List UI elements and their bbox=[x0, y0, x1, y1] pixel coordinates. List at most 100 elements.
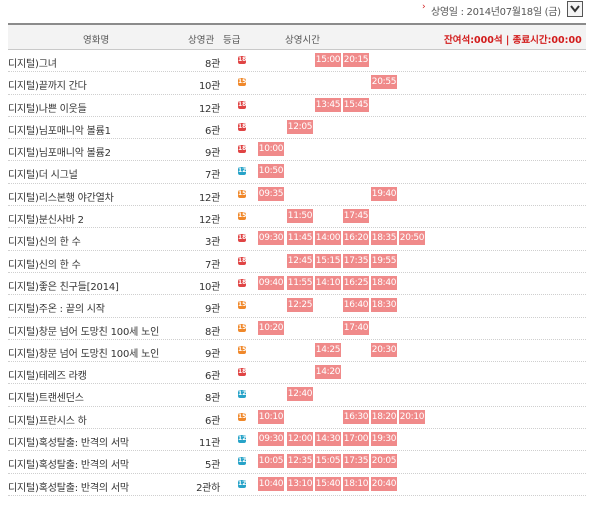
showtime-button[interactable]: 18:35 bbox=[371, 231, 397, 246]
screen-number: 5관 bbox=[205, 460, 220, 472]
rating-badge-icon: 15 bbox=[238, 323, 247, 332]
movie-title[interactable]: 디지털)창문 넘어 도망친 100세 노인 bbox=[8, 348, 160, 360]
movie-title[interactable]: 디지털)님포매니악 볼륨2 bbox=[8, 148, 111, 160]
showtime-button[interactable]: 16:20 bbox=[343, 231, 369, 246]
header-title: 영화명 bbox=[83, 35, 110, 46]
showtime-button[interactable]: 09:30 bbox=[258, 231, 284, 246]
showtime-button[interactable]: 13:45 bbox=[315, 97, 341, 112]
rating-badge-icon: 15 bbox=[238, 212, 247, 221]
showtime-button[interactable]: 12:35 bbox=[287, 454, 313, 469]
movie-title[interactable]: 디지털)나쁜 이웃들 bbox=[8, 103, 87, 115]
movie-title[interactable]: 디지털)프란시스 하 bbox=[8, 415, 87, 427]
table-row: 디지털)창문 넘어 도망친 100세 노인 8관 15 10:20 17:40 bbox=[8, 318, 586, 340]
showtime-button[interactable]: 20:55 bbox=[371, 75, 397, 90]
screen-number: 10관 bbox=[198, 281, 220, 293]
date-dropdown-button[interactable] bbox=[567, 1, 583, 17]
showtime-button[interactable]: 14:00 bbox=[315, 231, 341, 246]
movie-title[interactable]: 디지털)좋은 친구들[2014] bbox=[8, 281, 119, 293]
showtime-table: 영화명 상영관 등급 상영시간 잔여석:000석 | 종료시간:00:00 디지… bbox=[8, 23, 586, 496]
movie-title[interactable]: 디지털)트랜센던스 bbox=[8, 393, 84, 405]
movie-title[interactable]: 디지털)혹성탈출: 반격의 서막 bbox=[8, 482, 129, 494]
showtime-button[interactable]: 17:00 bbox=[343, 432, 369, 447]
table-row: 디지털)신의 한 수 3관 18 09:30 11:45 14:00 16:20 18:35 2… bbox=[8, 228, 586, 251]
showtime-button[interactable]: 13:10 bbox=[287, 476, 313, 491]
showtime-button[interactable]: 18:40 bbox=[371, 275, 397, 290]
showtime-button[interactable]: 12:25 bbox=[287, 298, 313, 313]
screen-number: 12관 bbox=[198, 215, 220, 227]
movie-title[interactable]: 디지털)분신사바 2 bbox=[8, 215, 84, 227]
table-row: 디지털)프란시스 하 6관 15 10:10 16:30 18:20 20:10 bbox=[8, 407, 586, 430]
movie-title[interactable]: 디지털)끝까지 간다 bbox=[8, 81, 87, 93]
showtime-button[interactable]: 20:15 bbox=[343, 53, 369, 67]
showtime-button[interactable]: 12:45 bbox=[287, 253, 313, 268]
showtime-button[interactable]: 20:50 bbox=[399, 231, 425, 246]
showtime-button[interactable]: 17:45 bbox=[343, 209, 369, 224]
showtime-button[interactable]: 14:25 bbox=[315, 342, 341, 357]
showtime-button[interactable]: 12:05 bbox=[287, 119, 313, 134]
showtime-button[interactable]: 10:00 bbox=[258, 142, 284, 157]
showtime-button[interactable]: 15:05 bbox=[315, 454, 341, 469]
showtime-button[interactable]: 10:05 bbox=[258, 454, 284, 469]
showtime-button[interactable]: 17:35 bbox=[343, 454, 369, 469]
movie-title[interactable]: 디지털)혹성탈출: 반격의 서막 bbox=[8, 438, 129, 450]
showtime-button[interactable]: 20:05 bbox=[371, 454, 397, 469]
showtime-button[interactable]: 10:10 bbox=[258, 409, 284, 424]
movie-title[interactable]: 디지털)리스본행 야간열차 bbox=[8, 192, 114, 204]
movie-title[interactable]: 디지털)그녀 bbox=[8, 59, 57, 70]
showtime-button[interactable]: 18:10 bbox=[343, 476, 369, 491]
showtime-button[interactable]: 20:10 bbox=[399, 409, 425, 424]
showtime-button[interactable]: 16:30 bbox=[343, 409, 369, 424]
table-row: 디지털)그녀 8관 18 15:00 20:15 bbox=[8, 50, 586, 73]
showtime-button[interactable]: 17:35 bbox=[343, 253, 369, 268]
showtime-button[interactable]: 19:30 bbox=[371, 432, 397, 447]
showtime-button[interactable]: 12:00 bbox=[287, 432, 313, 447]
showtime-button[interactable]: 17:40 bbox=[343, 320, 369, 335]
table-row: 디지털)분신사바 2 12관 15 11:50 17:45 bbox=[8, 206, 586, 229]
showtime-button[interactable]: 09:40 bbox=[258, 275, 284, 290]
showtime-button[interactable]: 15:15 bbox=[315, 253, 341, 268]
showtime-button[interactable]: 18:30 bbox=[371, 298, 397, 313]
showtime-button[interactable]: 10:50 bbox=[258, 164, 284, 179]
showtime-button[interactable]: 09:35 bbox=[258, 186, 284, 201]
table-row: 디지털)나쁜 이웃들 12관 18 13:45 15:45 bbox=[8, 95, 586, 117]
movie-title[interactable]: 디지털)더 시그널 bbox=[8, 170, 78, 182]
showtime-button[interactable]: 19:40 bbox=[371, 186, 397, 201]
showtime-button[interactable]: 09:30 bbox=[258, 432, 284, 447]
showtime-button[interactable]: 19:55 bbox=[371, 253, 397, 268]
showtime-button[interactable]: 14:30 bbox=[315, 432, 341, 447]
movie-title[interactable]: 디지털)신의 한 수 bbox=[8, 259, 81, 271]
table-row: 디지털)주온 : 끝의 시작 9관 15 12:25 16:40 18:30 bbox=[8, 295, 586, 318]
screen-number: 8관 bbox=[205, 326, 220, 338]
showtime-button[interactable]: 15:40 bbox=[315, 476, 341, 491]
movie-title[interactable]: 디지털)창문 넘어 도망친 100세 노인 bbox=[8, 326, 160, 338]
showtime-button[interactable]: 20:40 bbox=[371, 476, 397, 491]
showtime-button[interactable]: 20:30 bbox=[371, 342, 397, 357]
showtime-button[interactable]: 18:20 bbox=[371, 409, 397, 424]
showtime-button[interactable]: 12:40 bbox=[287, 387, 313, 402]
showtime-button[interactable]: 15:00 bbox=[315, 53, 341, 67]
showtime-button[interactable]: 16:25 bbox=[343, 275, 369, 290]
rating-badge-icon: 15 bbox=[238, 189, 247, 198]
showtime-button[interactable]: 14:10 bbox=[315, 275, 341, 290]
showtime-button[interactable]: 15:45 bbox=[343, 97, 369, 112]
showtime-button[interactable]: 11:45 bbox=[287, 231, 313, 246]
table-body: 디지털)그녀 8관 18 15:00 20:15 디지털)끝까지 간다 10관 15 20:55… bbox=[8, 50, 586, 496]
screen-number: 8관 bbox=[205, 59, 220, 70]
movie-title[interactable]: 디지털)신의 한 수 bbox=[8, 237, 81, 249]
rating-badge-icon: 12 bbox=[238, 390, 247, 399]
showtime-button[interactable]: 11:50 bbox=[287, 209, 313, 224]
seat-info: 잔여석:000석 | 종료시간:00:00 bbox=[444, 35, 582, 46]
movie-title[interactable]: 디지털)님포매니악 볼륨1 bbox=[8, 125, 111, 137]
movie-title[interactable]: 디지털)혹성탈출: 반격의 서막 bbox=[8, 460, 129, 472]
movie-title[interactable]: 디지털)주온 : 끝의 시작 bbox=[8, 304, 105, 316]
showtime-button[interactable]: 10:40 bbox=[258, 476, 284, 491]
showtime-button[interactable]: 14:20 bbox=[315, 365, 341, 380]
showtime-button[interactable]: 11:55 bbox=[287, 275, 313, 290]
screen-number: 9관 bbox=[205, 348, 220, 360]
arrow-right-icon: › bbox=[422, 2, 426, 12]
showtime-button[interactable]: 10:20 bbox=[258, 320, 284, 335]
chevron-down-icon bbox=[570, 5, 580, 13]
movie-title[interactable]: 디지털)테레즈 라캥 bbox=[8, 371, 87, 383]
rating-badge-icon: 15 bbox=[238, 301, 247, 310]
showtime-button[interactable]: 16:40 bbox=[343, 298, 369, 313]
